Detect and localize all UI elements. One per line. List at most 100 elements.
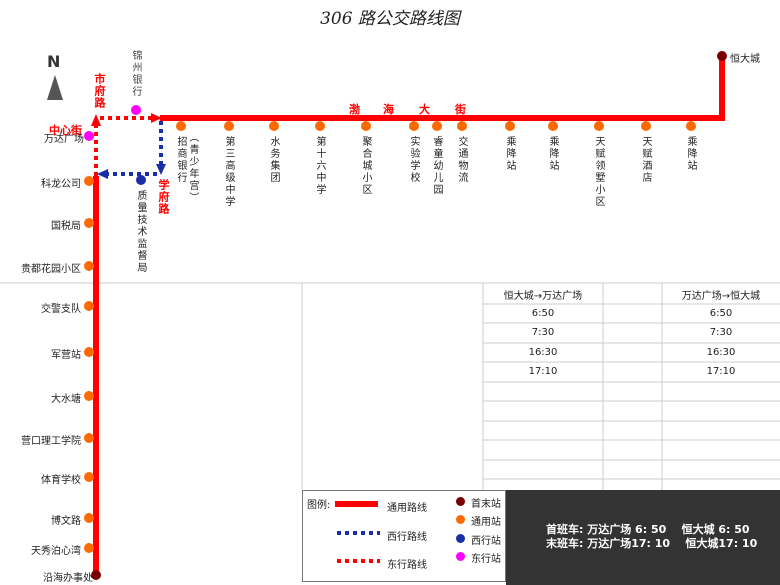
timetable-cell: 16:30 (528, 347, 558, 358)
road-label-shifu: 市府路 (93, 73, 106, 109)
legend-label: 首末站 (471, 499, 501, 510)
stop-label: 体育学校 (41, 475, 81, 486)
west-arrow-down-icon (156, 164, 166, 175)
stop-label: 天秀泊心湾 (31, 546, 81, 557)
stop-label: 万达广场 (44, 134, 84, 145)
common-stop-dot[interactable] (361, 121, 371, 131)
road-label-bohai: 大 (419, 103, 430, 116)
stop-label: 锦州银行 (130, 50, 141, 98)
timetable-header: 万达广场→恒大城 (681, 291, 761, 302)
common-stop-dot[interactable] (315, 121, 325, 131)
common-stop-dot[interactable] (641, 121, 651, 131)
timetable-cell: 17:10 (528, 366, 558, 377)
terminal-stop-dot[interactable] (91, 570, 101, 580)
common-stop-dot[interactable] (409, 121, 419, 131)
stop-label: 实验学校 (408, 136, 419, 184)
common-stop-dot[interactable] (84, 472, 94, 482)
stop-label: 天赋领墅小区 (593, 136, 604, 208)
timetable-cell: 6:50 (709, 308, 733, 319)
road-label-zhongxin: 中心街 (49, 124, 82, 137)
road-label-bohai: 海 (383, 103, 394, 116)
common-stop-dot[interactable] (84, 347, 94, 357)
legend: 图例: 通用路线 西行路线 东行路线 首末站 通用站 西行站 东行站 (302, 490, 506, 582)
legend-label: 东行站 (471, 554, 501, 565)
stop-note: （青少年宫） (187, 132, 198, 204)
common-stop-dot[interactable] (176, 121, 186, 131)
legend-title: 图例: (307, 500, 331, 511)
west-stop-icon (456, 534, 465, 543)
timetable-cell: 6:50 (531, 308, 555, 319)
first-bus-text: 首班车: 万达广场 6: 50 恒大城 6: 50 (546, 523, 750, 536)
stop-label: 睿童幼儿园 (431, 136, 442, 196)
common-stop-dot[interactable] (84, 513, 94, 523)
page-title: 306 路公交路线图 (320, 9, 460, 29)
common-stop-dot[interactable] (224, 121, 234, 131)
terminal-stop-dot[interactable] (717, 51, 727, 61)
timetable-cell: 17:10 (706, 366, 736, 377)
road-label-bohai: 街 (455, 103, 466, 116)
timetable-cell: 7:30 (709, 327, 733, 338)
compass-label: N (47, 52, 61, 71)
common-stop-dot[interactable] (505, 121, 515, 131)
west-stop-dot[interactable] (136, 175, 146, 185)
stop-label: 博文路 (51, 516, 81, 527)
common-stop-dot[interactable] (84, 301, 94, 311)
grid-lines (0, 282, 780, 490)
legend-label: 西行路线 (387, 532, 427, 543)
common-stop-dot[interactable] (432, 121, 442, 131)
stop-label: 乘降站 (547, 136, 558, 172)
north-arrow-icon (47, 75, 63, 100)
stop-label: 交通物流 (456, 136, 467, 184)
legend-label: 西行站 (471, 536, 501, 547)
common-stop-dot[interactable] (686, 121, 696, 131)
common-stop-icon (456, 515, 465, 524)
stop-label: 乘降站 (504, 136, 515, 172)
terminal-label: 沿海办事处 (43, 573, 93, 584)
common-stop-dot[interactable] (457, 121, 467, 131)
stop-label: 水务集团 (268, 136, 279, 184)
road-label-xuefu: 学府路 (157, 179, 170, 215)
east-stop-icon (456, 552, 465, 561)
common-stop-dot[interactable] (594, 121, 604, 131)
common-stop-dot[interactable] (548, 121, 558, 131)
main-route-line (93, 56, 725, 575)
stop-label: 第十六中学 (314, 136, 325, 196)
terminal-stop-icon (456, 497, 465, 506)
stop-label: 天赋酒店 (640, 136, 651, 184)
stop-label: 国税局 (51, 221, 81, 232)
legend-label: 东行路线 (387, 560, 427, 571)
stop-label: 科龙公司 (41, 179, 81, 190)
common-stop-dot[interactable] (84, 433, 94, 443)
common-stop-dot[interactable] (84, 391, 94, 401)
stop-label: 聚合城小区 (360, 136, 371, 196)
terminal-label: 恒大城 (730, 54, 760, 65)
east-route-line (94, 116, 152, 176)
east-stop-dot[interactable] (131, 105, 141, 115)
stop-label: 营口理工学院 (21, 436, 81, 447)
stop-label: 贵都花园小区 (21, 264, 81, 275)
service-summary: 首班车: 万达广场 6: 50 恒大城 6: 50 末班车: 万达广场17: 1… (506, 490, 780, 585)
common-stop-dot[interactable] (84, 176, 94, 186)
stop-label: 招商银行 (175, 136, 186, 184)
west-route-line (106, 121, 163, 176)
stop-label: 交警支队 (41, 304, 81, 315)
common-stop-dot[interactable] (84, 261, 94, 271)
stop-label: 乘降站 (685, 136, 696, 172)
common-stop-dot[interactable] (84, 218, 94, 228)
legend-label: 通用路线 (387, 503, 427, 514)
stop-label: 第三高级中学 (223, 136, 234, 208)
east-arrow-right-icon (151, 113, 162, 123)
common-stop-dot[interactable] (84, 543, 94, 553)
stop-label: 质量技术监督局 (135, 190, 146, 274)
last-bus-text: 末班车: 万达广场17: 10 恒大城17: 10 (546, 537, 758, 550)
legend-label: 通用站 (471, 517, 501, 528)
common-stop-dot[interactable] (269, 121, 279, 131)
east-stop-dot[interactable] (84, 131, 94, 141)
stop-label: 军营站 (51, 350, 81, 361)
road-label-bohai: 渤 (349, 103, 360, 116)
stop-label: 大水塘 (51, 394, 81, 405)
west-arrow-left-icon (97, 169, 108, 179)
east-arrow-up-icon (91, 114, 101, 126)
timetable-cell: 16:30 (706, 347, 736, 358)
